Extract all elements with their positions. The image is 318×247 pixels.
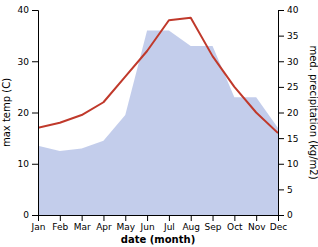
y-axis: 0 10 20 30 40 [18,5,39,220]
tick: 0 [278,210,293,220]
tick-label: 25 [287,82,298,92]
tick-mark [278,87,284,88]
y-axis-title: max temp (C) [1,78,12,147]
tick-mark [32,215,38,216]
tick-label: Jan [31,222,46,232]
tick-mark [278,189,284,190]
tick-label: Nov [248,222,266,232]
tick-mark [256,215,257,221]
area [38,31,278,216]
tick-label: 40 [287,5,299,15]
tick: Aug [182,215,200,232]
tick: 40 [18,5,38,15]
tick: Jun [140,215,155,232]
tick-label: 10 [287,159,299,169]
tick: Apr [96,215,112,232]
tick-mark [278,164,284,165]
x-axis: Jan Feb Mar Apr May Jun Jul Aug Sep Oct Nov Dec [31,215,288,232]
tick: Sep [205,215,222,232]
tick-mark [213,215,214,221]
tick-mark [278,61,284,62]
tick: 20 [18,108,38,118]
tick-label: Jun [140,222,155,232]
tick: 25 [278,82,298,92]
tick-mark [32,10,38,11]
axis-line [32,11,39,216]
tick-label: Mar [74,222,91,232]
tick-mark [147,215,148,221]
axis-line [39,216,279,222]
tick: Mar [74,215,91,232]
y2-axis-title: med. precipitation (kg/m2) [308,45,318,179]
tick: 35 [278,31,298,41]
tick: 40 [278,5,299,15]
tick: Oct [227,215,243,232]
tick-mark [278,36,284,37]
line [38,18,278,133]
tick: Jul [163,215,175,232]
tick: 30 [18,57,38,67]
tick-mark [125,215,126,221]
tick-label: Aug [182,222,200,232]
tick-mark [103,215,104,221]
tick: 20 [278,108,299,118]
tick: Dec [270,215,287,232]
tick-label: 30 [287,57,299,67]
tick-mark [191,215,192,221]
tick-label: Oct [227,222,243,232]
tick: 10 [278,159,299,169]
tick: 15 [278,134,298,144]
tick: 10 [18,159,38,169]
tick-mark [32,164,38,165]
tick-label: 20 [18,108,30,118]
tick: 5 [278,185,293,195]
tick-label: Apr [96,222,112,232]
plot: JanFebMarAprMayJunJulAugSepOctNovDec0102… [18,5,299,232]
tick: 30 [278,57,299,67]
chart: JanFebMarAprMayJunJulAugSepOctNovDec0102… [0,0,318,247]
tick-mark [60,215,61,221]
tick-label: May [116,222,135,232]
tick-label: 10 [18,159,30,169]
tick-label: 5 [287,185,293,195]
tick-label: 20 [287,108,299,118]
marks [38,18,278,215]
tick: 0 [23,210,38,220]
tick-label: 0 [287,210,293,220]
tick-label: 40 [18,5,30,15]
tick: Jan [31,215,46,232]
tick-mark [278,138,284,139]
tick: Nov [248,215,266,232]
tick: May [116,215,135,232]
tick-mark [278,10,284,11]
tick-mark [32,113,38,114]
tick-mark [82,215,83,221]
tick-mark [278,215,284,216]
tick-mark [32,61,38,62]
x-axis-title: date (month) [121,234,195,245]
tick-label: 15 [287,134,298,144]
tick-label: Feb [52,222,68,232]
tick-label: Dec [270,222,287,232]
tick-mark [278,113,284,114]
y2-axis: 0 5 10 15 20 25 30 35 40 [278,5,299,220]
tick: Feb [52,215,68,232]
tick-label: Jul [163,222,175,232]
tick-label: 0 [23,210,29,220]
axis-line [279,11,285,216]
tick-label: Sep [205,222,222,232]
tick-mark [169,215,170,221]
tick-mark [234,215,235,221]
tick-label: 35 [287,31,298,41]
tick-label: 30 [18,57,30,67]
